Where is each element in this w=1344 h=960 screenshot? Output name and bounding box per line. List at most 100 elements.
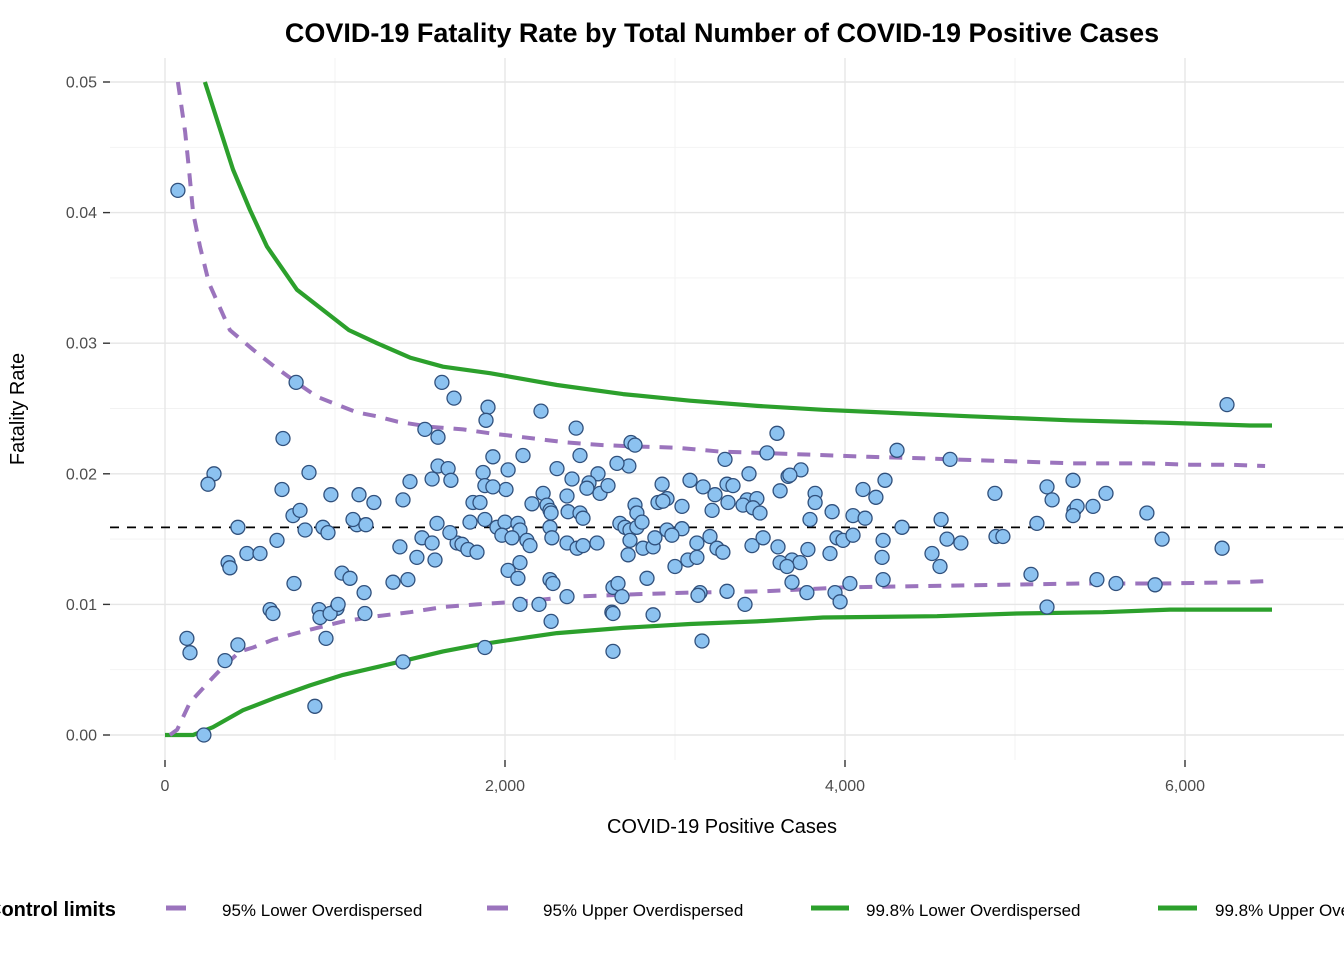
data-point bbox=[725, 477, 741, 494]
data-point bbox=[682, 472, 698, 488]
data-point bbox=[647, 530, 663, 546]
data-point bbox=[715, 544, 731, 560]
data-point bbox=[752, 505, 768, 521]
data-point bbox=[600, 477, 616, 494]
data-point bbox=[939, 531, 955, 547]
data-point bbox=[694, 633, 710, 649]
data-point bbox=[702, 528, 718, 545]
data-point bbox=[792, 554, 808, 571]
data-point bbox=[275, 430, 291, 447]
data-point bbox=[845, 527, 861, 543]
data-point bbox=[446, 390, 462, 406]
chart-title: COVID-19 Fatality Rate by Total Number o… bbox=[285, 18, 1159, 48]
legend-label-998-upper: 99.8% Upper Overdispersed bbox=[1215, 901, 1344, 920]
data-point bbox=[704, 502, 720, 519]
data-point bbox=[179, 630, 195, 647]
data-point bbox=[286, 575, 302, 592]
data-point bbox=[443, 472, 459, 488]
data-point bbox=[545, 575, 561, 592]
data-point bbox=[1039, 479, 1055, 495]
y-tick-label: 0.00 bbox=[66, 728, 97, 745]
data-point bbox=[933, 511, 949, 528]
data-point bbox=[579, 480, 595, 496]
data-point bbox=[515, 447, 531, 464]
data-point bbox=[832, 594, 848, 610]
upper-998-curve bbox=[202, 81, 1272, 428]
data-point bbox=[1108, 575, 1124, 592]
data-point bbox=[429, 515, 445, 532]
data-point bbox=[857, 510, 873, 526]
lower-998-curve bbox=[165, 607, 1272, 738]
data-point bbox=[987, 485, 1003, 502]
data-point bbox=[409, 549, 425, 566]
data-point bbox=[478, 412, 494, 428]
data-point bbox=[720, 494, 736, 511]
data-point bbox=[744, 537, 760, 554]
data-point bbox=[252, 545, 268, 562]
data-point bbox=[1039, 599, 1055, 615]
data-point bbox=[462, 514, 478, 530]
data-point bbox=[434, 374, 450, 391]
data-point bbox=[1089, 571, 1105, 588]
data-point bbox=[1214, 540, 1230, 556]
data-point bbox=[868, 489, 884, 505]
data-point bbox=[769, 425, 785, 441]
data-point bbox=[924, 545, 940, 562]
data-point bbox=[200, 476, 216, 492]
data-point bbox=[1065, 472, 1081, 488]
data-point bbox=[655, 493, 671, 509]
data-point bbox=[323, 487, 339, 503]
data-point bbox=[430, 429, 446, 445]
upper-95-curve bbox=[175, 81, 1266, 468]
data-point bbox=[182, 645, 198, 661]
data-point bbox=[559, 488, 575, 504]
data-point bbox=[524, 496, 540, 512]
data-point bbox=[690, 587, 706, 603]
data-point bbox=[605, 643, 621, 660]
data-point bbox=[543, 613, 559, 630]
data-point bbox=[622, 532, 638, 549]
legend-label-95-lower: 95% Lower Overdispersed bbox=[222, 901, 422, 920]
data-point bbox=[568, 420, 584, 436]
gridlines-major bbox=[110, 58, 1344, 760]
data-point bbox=[366, 494, 382, 511]
data-point bbox=[533, 403, 549, 419]
data-point bbox=[620, 547, 636, 563]
data-point bbox=[800, 541, 816, 558]
axis-ticks: 0 2,000 4,000 6,000 0.00 0.01 0.02 0.03 0.04 0.05 bbox=[66, 75, 1205, 796]
data-point bbox=[500, 562, 516, 579]
data-point bbox=[427, 552, 443, 568]
plot-series bbox=[110, 81, 1344, 743]
data-point bbox=[575, 510, 591, 526]
x-axis-title: COVID-19 Positive Cases bbox=[607, 816, 837, 838]
data-point bbox=[358, 517, 374, 533]
data-point bbox=[485, 479, 501, 495]
data-point bbox=[357, 605, 373, 622]
data-point bbox=[196, 727, 212, 743]
data-point bbox=[589, 535, 605, 551]
data-point bbox=[664, 527, 680, 543]
data-point bbox=[695, 479, 711, 495]
data-point bbox=[400, 571, 416, 588]
data-point bbox=[544, 530, 560, 546]
data-point bbox=[932, 558, 948, 575]
data-point bbox=[342, 570, 358, 586]
data-point bbox=[995, 528, 1011, 545]
data-point bbox=[953, 535, 969, 551]
data-point bbox=[590, 466, 606, 482]
data-point bbox=[510, 570, 526, 586]
data-point bbox=[755, 530, 771, 546]
data-point bbox=[772, 483, 788, 499]
data-point bbox=[477, 511, 493, 528]
data-point bbox=[351, 487, 367, 503]
x-tick-label: 4,000 bbox=[825, 778, 865, 795]
data-point bbox=[770, 539, 786, 555]
data-point bbox=[424, 471, 440, 487]
data-point bbox=[1023, 566, 1039, 583]
data-point bbox=[1065, 507, 1081, 524]
data-point bbox=[707, 487, 723, 503]
data-point bbox=[274, 481, 290, 498]
data-point bbox=[512, 554, 528, 571]
y-tick-label: 0.02 bbox=[66, 466, 97, 483]
